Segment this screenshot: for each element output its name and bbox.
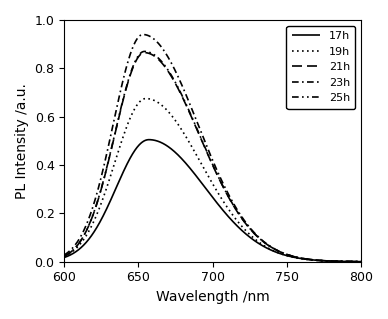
21h bbox=[199, 137, 203, 140]
Line: 21h: 21h bbox=[64, 53, 361, 262]
23h bbox=[296, 256, 300, 259]
17h bbox=[296, 256, 300, 260]
19h bbox=[62, 255, 67, 258]
21h bbox=[77, 241, 82, 245]
17h bbox=[199, 180, 203, 184]
Line: 25h: 25h bbox=[64, 51, 361, 262]
19h bbox=[359, 260, 363, 263]
17h bbox=[350, 260, 355, 263]
19h bbox=[296, 256, 300, 260]
Y-axis label: PL Intensity /a.u.: PL Intensity /a.u. bbox=[15, 83, 29, 199]
19h bbox=[77, 243, 82, 247]
23h bbox=[62, 253, 67, 257]
19h bbox=[350, 260, 355, 263]
Legend: 17h, 19h, 21h, 23h, 25h: 17h, 19h, 21h, 23h, 25h bbox=[286, 26, 355, 109]
21h bbox=[359, 260, 363, 263]
23h bbox=[359, 260, 363, 263]
17h bbox=[62, 256, 67, 259]
Line: 17h: 17h bbox=[64, 140, 361, 262]
25h bbox=[359, 260, 363, 263]
25h bbox=[296, 256, 300, 259]
25h bbox=[62, 254, 67, 258]
X-axis label: Wavelength /nm: Wavelength /nm bbox=[156, 290, 270, 304]
19h bbox=[199, 161, 203, 165]
19h bbox=[350, 260, 355, 263]
17h bbox=[147, 138, 151, 142]
19h bbox=[206, 175, 211, 179]
21h bbox=[62, 254, 67, 258]
21h bbox=[350, 260, 355, 263]
17h bbox=[359, 260, 363, 263]
23h bbox=[350, 260, 355, 263]
25h bbox=[350, 260, 355, 263]
25h bbox=[350, 260, 355, 263]
19h bbox=[144, 97, 148, 100]
25h bbox=[206, 154, 211, 158]
21h bbox=[350, 260, 355, 263]
Line: 23h: 23h bbox=[64, 34, 361, 262]
25h bbox=[77, 241, 82, 244]
Line: 19h: 19h bbox=[64, 99, 361, 262]
23h bbox=[140, 33, 145, 36]
21h bbox=[206, 154, 211, 158]
25h bbox=[142, 49, 147, 53]
17h bbox=[206, 190, 211, 194]
25h bbox=[199, 136, 203, 140]
17h bbox=[350, 260, 355, 263]
21h bbox=[142, 51, 147, 55]
23h bbox=[199, 130, 203, 133]
17h bbox=[77, 247, 82, 251]
23h bbox=[206, 149, 211, 153]
21h bbox=[296, 256, 300, 259]
23h bbox=[350, 260, 355, 263]
23h bbox=[77, 237, 82, 241]
